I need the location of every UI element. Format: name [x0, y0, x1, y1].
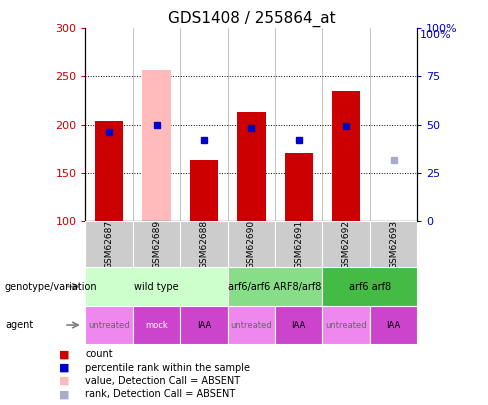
Bar — [133, 221, 180, 267]
Text: IAA: IAA — [386, 320, 401, 330]
Bar — [190, 160, 218, 221]
Text: arf6/arf6 ARF8/arf8: arf6/arf6 ARF8/arf8 — [228, 281, 322, 292]
Text: agent: agent — [5, 320, 33, 330]
Bar — [323, 306, 370, 344]
Bar — [323, 221, 370, 267]
Bar — [237, 112, 265, 221]
Bar — [180, 221, 227, 267]
Text: percentile rank within the sample: percentile rank within the sample — [85, 363, 250, 373]
Text: ■: ■ — [59, 363, 69, 373]
Bar — [95, 121, 123, 221]
Text: 100%: 100% — [420, 30, 451, 40]
Text: wild type: wild type — [134, 281, 179, 292]
Text: genotype/variation: genotype/variation — [5, 281, 98, 292]
Text: GSM62691: GSM62691 — [294, 220, 303, 269]
Bar — [332, 91, 360, 221]
Text: GSM62689: GSM62689 — [152, 220, 161, 269]
Text: GSM62688: GSM62688 — [200, 220, 208, 269]
Text: rank, Detection Call = ABSENT: rank, Detection Call = ABSENT — [85, 390, 236, 399]
Text: count: count — [85, 350, 113, 359]
Text: mock: mock — [145, 320, 168, 330]
Bar — [180, 306, 227, 344]
Text: ■: ■ — [59, 390, 69, 399]
Bar — [227, 267, 323, 306]
Text: GSM62693: GSM62693 — [389, 220, 398, 269]
Bar — [285, 153, 313, 221]
Text: ■: ■ — [59, 350, 69, 359]
Text: GSM62690: GSM62690 — [247, 220, 256, 269]
Text: ■: ■ — [59, 376, 69, 386]
Text: untreated: untreated — [88, 320, 130, 330]
Title: GDS1408 / 255864_at: GDS1408 / 255864_at — [167, 11, 335, 27]
Text: GSM62692: GSM62692 — [342, 220, 351, 269]
Bar — [370, 306, 417, 344]
Bar — [85, 267, 227, 306]
Bar — [275, 221, 323, 267]
Bar — [85, 221, 133, 267]
Text: untreated: untreated — [230, 320, 272, 330]
Text: value, Detection Call = ABSENT: value, Detection Call = ABSENT — [85, 376, 241, 386]
Bar — [275, 306, 323, 344]
Bar — [370, 221, 417, 267]
Bar — [85, 306, 133, 344]
Text: untreated: untreated — [325, 320, 367, 330]
Text: IAA: IAA — [292, 320, 306, 330]
Bar — [227, 221, 275, 267]
Bar — [323, 267, 417, 306]
Bar — [227, 306, 275, 344]
Bar — [133, 306, 180, 344]
Bar — [142, 70, 171, 221]
Text: GSM62687: GSM62687 — [104, 220, 114, 269]
Text: arf6 arf8: arf6 arf8 — [349, 281, 391, 292]
Text: IAA: IAA — [197, 320, 211, 330]
